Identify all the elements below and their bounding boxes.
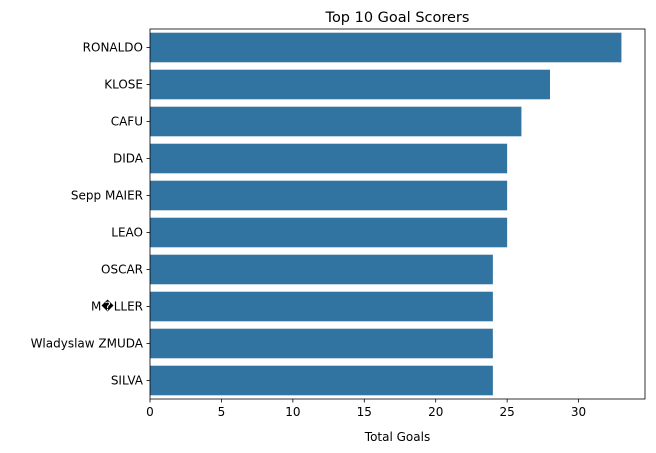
y-axis-ticks: RONALDO KLOSE CAFU DIDA Sepp MAIER LEAO OSCAR M…: [31, 41, 150, 388]
bar: [150, 217, 508, 248]
bar: [150, 254, 493, 285]
x-tick-label: 5: [218, 405, 226, 419]
y-tick-label: DIDA: [113, 152, 144, 166]
x-tick-label: 15: [357, 405, 372, 419]
plot-frame: [149, 28, 646, 400]
bar: [150, 328, 493, 359]
bar: [150, 32, 622, 63]
x-axis-label: Total Goals: [364, 430, 430, 444]
x-tick-label: 10: [285, 405, 300, 419]
bar: [150, 69, 550, 100]
x-axis-ticks: 0 5 10 15 20 25 30: [146, 399, 586, 419]
bar: [150, 365, 493, 396]
y-tick-label: Wladyslaw ZMUDA: [31, 337, 144, 351]
bars-group: [150, 32, 622, 396]
y-tick-label: LEAO: [111, 226, 143, 240]
y-tick-label: KLOSE: [104, 78, 143, 92]
bar: [150, 291, 493, 322]
x-tick-label: 20: [428, 405, 443, 419]
bar: [150, 143, 508, 174]
y-tick-label: OSCAR: [101, 263, 143, 277]
y-tick-label: SILVA: [111, 374, 144, 388]
y-tick-label: RONALDO: [83, 41, 143, 55]
y-tick-label: Sepp MAIER: [71, 189, 143, 203]
x-tick-label: 25: [500, 405, 515, 419]
chart-title: Top 10 Goal Scorers: [325, 10, 470, 26]
bar: [150, 106, 522, 137]
x-tick-label: 30: [571, 405, 586, 419]
y-tick-label: CAFU: [111, 115, 143, 129]
y-tick-label: M�LLER: [91, 300, 143, 314]
x-tick-label: 0: [146, 405, 154, 419]
bar: [150, 180, 508, 211]
